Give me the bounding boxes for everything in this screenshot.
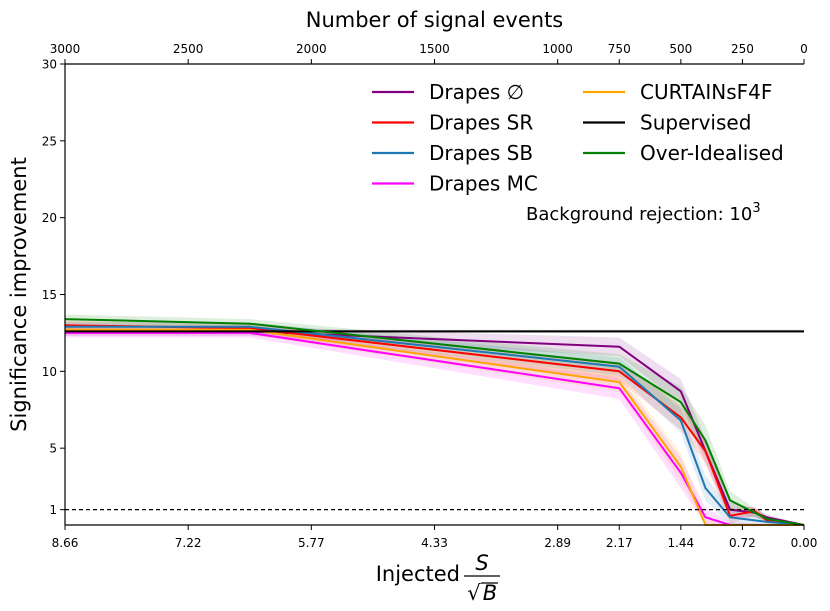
y-tick-label: 5 bbox=[49, 442, 57, 456]
x-axis-fraction-denominator: B bbox=[483, 581, 497, 605]
x-axis-fraction-radical: √ bbox=[467, 581, 481, 605]
band-curtainsf4f bbox=[65, 325, 804, 525]
band-drapes-mc bbox=[65, 328, 804, 525]
y-tick-label: 1 bbox=[49, 503, 57, 517]
legend-label-drapes-: Drapes ∅ bbox=[429, 80, 524, 104]
top-tick-label: 750 bbox=[608, 42, 631, 56]
series-line-drapes-sb bbox=[65, 325, 805, 526]
series-line-over-idealised bbox=[64, 318, 805, 526]
top-tick-label: 1500 bbox=[419, 42, 450, 56]
top-tick-label: 2500 bbox=[173, 42, 204, 56]
y-tick-label: 30 bbox=[42, 58, 57, 72]
x-axis-fraction-numerator: S bbox=[475, 551, 488, 575]
x-tick-label: 2.17 bbox=[606, 536, 633, 550]
x-tick-label: 0.00 bbox=[791, 536, 818, 550]
y-tick-label: 15 bbox=[42, 288, 57, 302]
y-tick-label: 20 bbox=[42, 211, 57, 225]
x-tick-label: 5.77 bbox=[298, 536, 325, 550]
x-tick-label: 7.22 bbox=[175, 536, 202, 550]
legend-label-over-idealised: Over-Idealised bbox=[640, 141, 784, 165]
legend-label-drapes-mc: Drapes MC bbox=[429, 172, 538, 196]
background-rejection-annotation: Background rejection: 103 bbox=[526, 201, 761, 225]
band-drapes- bbox=[65, 326, 804, 525]
top-tick-label: 250 bbox=[731, 42, 754, 56]
top-tick-label: 3000 bbox=[50, 42, 81, 56]
legend-label-supervised: Supervised bbox=[640, 111, 751, 135]
y-axis-title: Significance improvement bbox=[7, 157, 31, 432]
top-axis-title: Number of signal events bbox=[306, 8, 564, 32]
x-tick-label: 1.44 bbox=[667, 536, 694, 550]
annotation-text: Background rejection: 10 bbox=[526, 204, 752, 225]
x-tick-label: 2.89 bbox=[544, 536, 571, 550]
annotation-superscript: 3 bbox=[752, 201, 760, 216]
y-tick-label: 10 bbox=[42, 365, 57, 379]
top-tick-label: 1000 bbox=[542, 42, 573, 56]
x-tick-label: 8.66 bbox=[52, 536, 79, 550]
legend-label-curtainsf4f: CURTAINsF4F bbox=[640, 80, 772, 104]
x-axis-title: Injected S √ B bbox=[376, 551, 500, 605]
top-tick-label: 0 bbox=[800, 42, 808, 56]
y-tick-label: 25 bbox=[42, 134, 57, 148]
x-axis-title-word: Injected bbox=[376, 562, 460, 586]
x-tick-label: 4.33 bbox=[421, 536, 448, 550]
top-tick-label: 500 bbox=[669, 42, 692, 56]
band-drapes-sb bbox=[65, 322, 804, 525]
x-tick-label: 0.72 bbox=[729, 536, 756, 550]
series-lines bbox=[64, 318, 805, 526]
legend-label-drapes-sr: Drapes SR bbox=[429, 111, 533, 135]
top-tick-label: 2000 bbox=[296, 42, 327, 56]
legend: Drapes ∅ Drapes SR Drapes SB Drapes MC CURTA… bbox=[372, 80, 784, 196]
legend-label-drapes-sb: Drapes SB bbox=[429, 141, 533, 165]
